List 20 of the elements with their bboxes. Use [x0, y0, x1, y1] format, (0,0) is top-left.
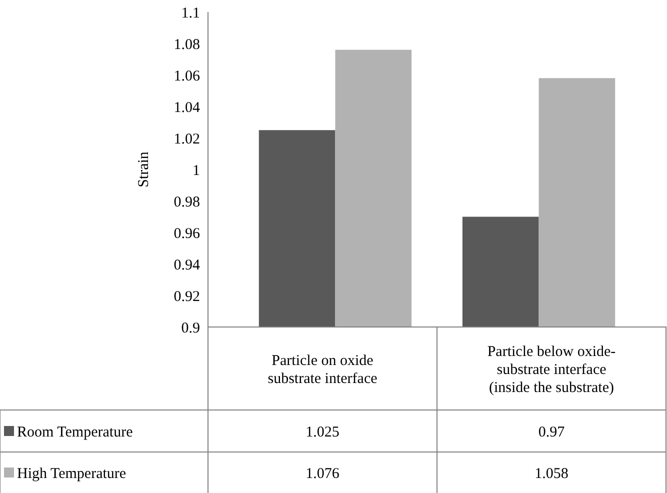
y-tick-label: 0.94: [174, 257, 200, 274]
y-tick-label: 1.02: [174, 131, 200, 148]
y-axis-title: Strain: [136, 151, 152, 188]
legend-label: Room Temperature: [17, 424, 134, 440]
y-tick-label: 1.06: [174, 68, 200, 84]
y-tick-label: 1.04: [174, 100, 200, 116]
legend-label: High Temperature: [17, 466, 126, 482]
y-tick-label: 0.9: [181, 320, 200, 336]
y-tick-label: 0.98: [174, 194, 200, 210]
x-tick-label: Particle on oxide substrate interface: [268, 352, 378, 387]
data-label: 0.97: [538, 424, 566, 440]
y-tick-label: 0.96: [174, 226, 200, 242]
data-label: 1.058: [534, 466, 568, 482]
data-label: 1.076: [306, 466, 340, 482]
x-tick-label: Particle below oxide-substrate interface (inside the substrate): [487, 344, 616, 396]
y-tick-label: 1: [192, 162, 200, 179]
y-tick-label: 0.92: [174, 288, 200, 305]
data-label: 1.025: [306, 424, 340, 440]
y-tick-label: 1.1: [181, 5, 200, 22]
y-tick-label: 1.08: [174, 36, 200, 53]
